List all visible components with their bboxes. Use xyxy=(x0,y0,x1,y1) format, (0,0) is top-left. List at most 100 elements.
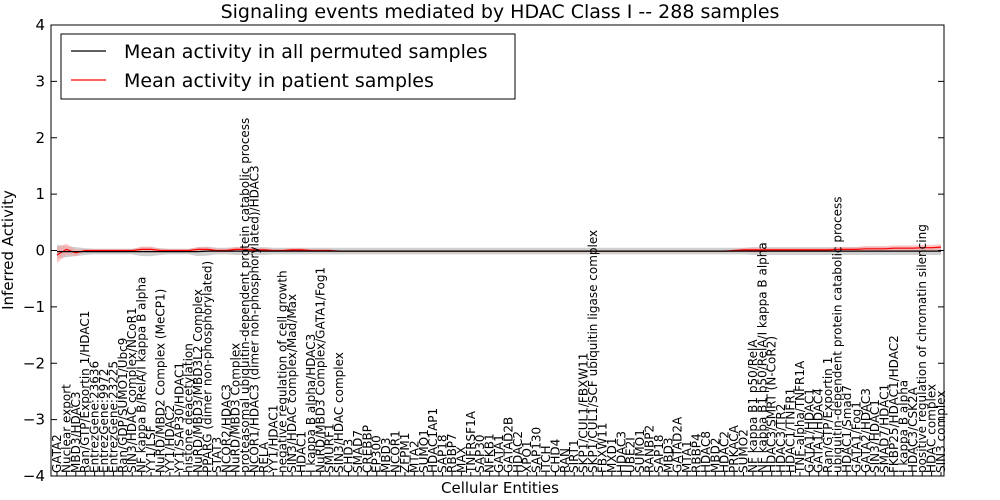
category-label: SAP18 xyxy=(436,434,450,473)
category-label: I kappa B alpha xyxy=(896,380,910,473)
category-label: TNFRSF1A xyxy=(464,410,478,474)
category-label: SKP1/CUL1/SCF ubiquitin ligase complex xyxy=(586,230,600,473)
category-label: YY1/LSF xyxy=(144,425,158,474)
y-tick-label: −1 xyxy=(23,298,45,316)
category-label: YY1/HDAC2 xyxy=(163,405,177,474)
category-label: EntrezGene:23225 xyxy=(106,361,120,473)
category-label: SIN3/HDAC complex/NCoR1 xyxy=(125,307,139,473)
plot-area xyxy=(56,243,942,263)
category-label: FKBP25/HDAC1/HDAC2 xyxy=(887,335,901,473)
category-label: GATA2/HDAC3 xyxy=(859,388,873,473)
legend: Mean activity in all permuted samples Me… xyxy=(60,33,516,100)
category-label: NCOR1 xyxy=(389,430,403,473)
category-label: NF kappa B1 p50/RelA/I kappa B alpha xyxy=(755,242,769,473)
category-label: NuRD/MBD2 Complex (MeCP1) xyxy=(153,289,167,473)
category-label: RBBP4 xyxy=(690,433,704,473)
category-label: GATA2 xyxy=(50,434,64,473)
category-label: SMURF1 xyxy=(323,423,337,473)
category-label: NuRD/MBD3 Complex/GATA1/Fog1 xyxy=(313,267,327,473)
category-label: NuRD/MBD3/MBD3L2 Complex xyxy=(191,289,205,473)
category-label: EP300 xyxy=(370,435,384,473)
chart-title: Signaling events mediated by HDAC Class … xyxy=(221,1,780,23)
category-label: HDAC2 xyxy=(718,431,732,473)
category-label: HDAC8 xyxy=(699,431,713,473)
y-tick-label: 4 xyxy=(35,16,45,34)
legend-box xyxy=(60,33,516,100)
category-label: CHD3 xyxy=(342,439,356,473)
category-label: RANBP2 xyxy=(643,425,657,473)
category-label: PPARG (dimer non-phosphorylated) xyxy=(201,261,215,473)
category-label: GATA1 xyxy=(492,434,506,473)
category-label: UBE2I xyxy=(624,437,638,473)
y-tick-label: −4 xyxy=(23,467,45,485)
category-label: FBXW11 xyxy=(595,423,609,474)
category-label: HDAC1AP1 xyxy=(426,408,440,473)
category-label: Ran/GDP/SUMO1/Ubc9 xyxy=(116,338,130,473)
y-tick-label: 0 xyxy=(35,242,45,260)
category-label: YY1/HDAC1 xyxy=(266,405,280,474)
category-label: SAP130 xyxy=(530,427,544,473)
category-label: MBD3 xyxy=(661,438,675,473)
y-tick-label: −2 xyxy=(23,354,45,372)
category-label: I kappa B alpha/HDAC3 xyxy=(304,334,318,473)
category-label: SAP18 xyxy=(652,434,666,473)
category-label: GATA1/HDAC4 xyxy=(812,388,826,473)
category-label: SIRT1 xyxy=(567,439,581,473)
category-label: EntrezGene:23636 xyxy=(88,361,102,473)
category-label: ITCH xyxy=(539,445,553,473)
x-axis-label: Cellular Entities xyxy=(441,479,559,497)
category-label: RBBP7 xyxy=(445,433,459,473)
category-label: MTA1 xyxy=(680,440,694,473)
category-label: MTA2 xyxy=(407,440,421,473)
category-label: HDAC1 xyxy=(295,431,309,473)
category-label: positive regulation of chromatin silenci… xyxy=(915,224,929,473)
y-tick-label: −3 xyxy=(23,411,45,429)
category-label: histone deacetylation xyxy=(182,343,196,473)
category-label: SMAD7 xyxy=(351,430,365,473)
y-tick-label: 2 xyxy=(35,129,45,147)
category-label: SIN3 complex xyxy=(934,391,948,473)
x-axis xyxy=(56,472,942,476)
category-label: negative regulation of cell growth xyxy=(276,270,290,473)
category-label: MBD3/HDAC3 xyxy=(69,391,83,473)
category-label: EntrezGene:9972 xyxy=(97,369,111,474)
category-label: ubiquitin-dependent protein catabolic pr… xyxy=(831,197,845,473)
category-label: YY1/SAP30/HDAC1 xyxy=(172,362,186,474)
category-label: HDAC1/Smad7 xyxy=(840,385,854,473)
category-label: SIN3/HDAC complex xyxy=(332,352,346,473)
category-label: NF kappa B/RelA/I kappa B alpha xyxy=(135,277,149,473)
category-label: SMAD7/HDAC1 xyxy=(878,384,892,473)
category-label: CREBBP xyxy=(360,425,374,473)
category-label: NF kappa B1 p50/RelA xyxy=(746,339,760,473)
category-label: STAT3 xyxy=(210,437,224,473)
category-label: HDAC1/TNFR1 xyxy=(784,388,798,473)
category-label: HDAC complex xyxy=(925,384,939,473)
category-label: Ran/GTP/Exportin 1 xyxy=(821,357,835,473)
category-label: ZFPM1 xyxy=(398,433,412,473)
category-label: proteasomal ubiquitin-dependent protein … xyxy=(238,118,252,473)
legend-label-patient: Mean activity in patient samples xyxy=(124,70,434,92)
category-label: NCOR2/HDAC3 xyxy=(219,384,233,473)
category-label: NCOR1/HDAC3 (dimer non-phosphorylated)/H… xyxy=(248,165,262,473)
category-label: SAP30 xyxy=(473,434,487,473)
bands-layer xyxy=(57,243,941,263)
category-label: XPO1 xyxy=(520,440,534,473)
category-label: MBD3 xyxy=(379,438,393,473)
category-label: CHD4 xyxy=(548,439,562,473)
legend-label-permuted: Mean activity in all permuted samples xyxy=(124,41,487,63)
category-label: NuRD/MBD3 Complex xyxy=(229,343,243,473)
category-label: SIN3/HDAC complex/Mad/Max xyxy=(285,294,299,473)
category-label: HDAC2 xyxy=(511,431,525,473)
lines-layer xyxy=(56,246,942,256)
category-label: TNF-alpha/TNFR1A xyxy=(793,360,807,474)
category-label: MXD1 xyxy=(605,438,619,473)
category-label: SUMO1 xyxy=(417,429,431,473)
series-line-0 xyxy=(57,250,941,253)
category-label: SIN3/HDAC1 xyxy=(868,399,882,473)
category-label: SKP1/CUL1/FBXW11 xyxy=(577,353,591,473)
y-axis-label: Inferred Activity xyxy=(0,190,17,310)
category-label: HDAC3/TR2 xyxy=(774,404,788,473)
category-label: HDAC3 xyxy=(614,431,628,473)
y-axis: −4 −3 −2 −1 0 1 2 3 4 xyxy=(23,16,944,485)
